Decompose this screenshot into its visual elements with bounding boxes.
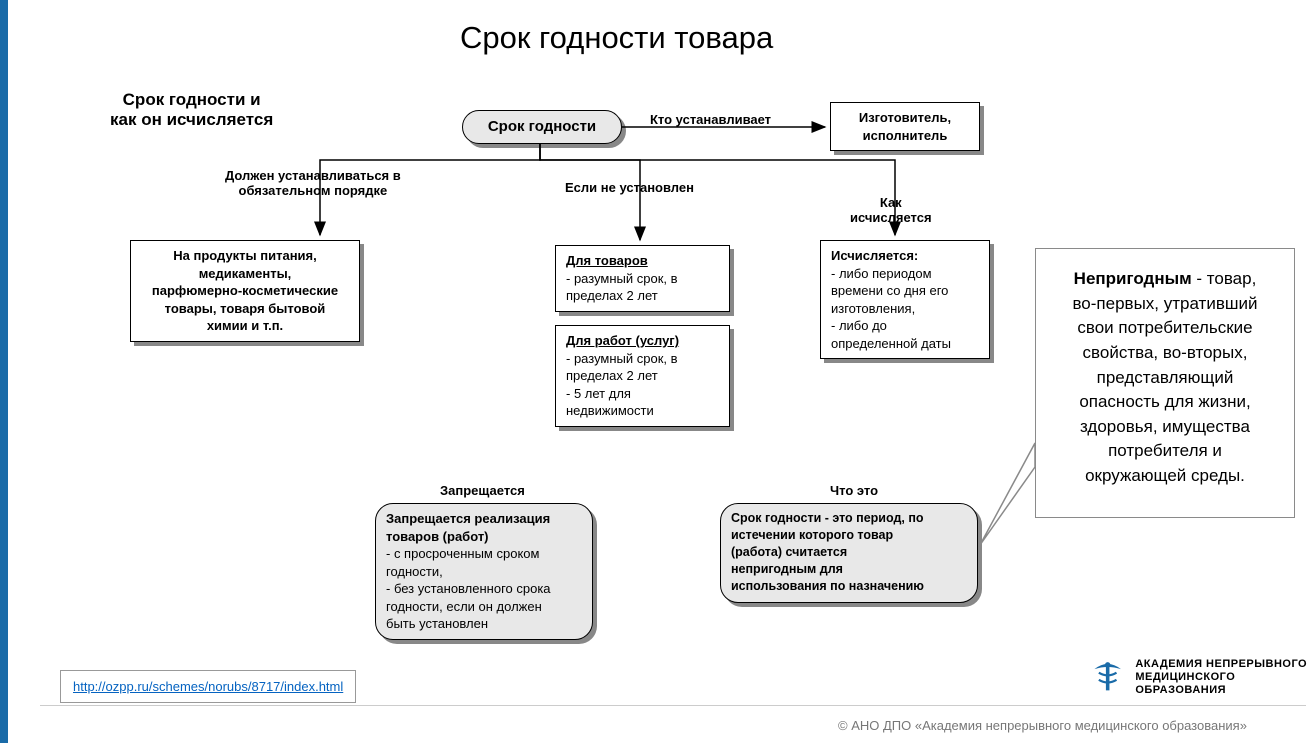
- logo-line2: МЕДИЦИНСКОГО ОБРАЗОВАНИЯ: [1135, 671, 1316, 697]
- page-title: Срок годности товара: [460, 20, 773, 56]
- subtitle: Срок годности икак он исчисляется: [110, 90, 273, 130]
- definition-callout: Непригодным - товар,во-первых, утративши…: [1035, 248, 1295, 518]
- footer-divider: [40, 705, 1306, 706]
- node-prohibited_box: Запрещается реализациятоваров (работ)- с…: [375, 503, 593, 640]
- accent-bar: [0, 0, 8, 743]
- source-link-box: http://ozpp.ru/schemes/norubs/8717/index…: [60, 670, 356, 703]
- node-products: На продукты питания,медикаменты,парфюмер…: [130, 240, 360, 342]
- caduceus-icon: [1090, 659, 1125, 697]
- label-must_set: Должен устанавливаться вобязательном пор…: [225, 168, 401, 198]
- label-if_not_set: Если не установлен: [565, 180, 694, 195]
- label-what_is: Что это: [830, 483, 878, 498]
- node-root: Срок годности: [462, 110, 622, 144]
- node-definition: Срок годности - это период, поистечении …: [720, 503, 978, 603]
- label-how_calc: Какисчисляется: [850, 195, 932, 225]
- academy-logo: АКАДЕМИЯ НЕПРЕРЫВНОГО МЕДИЦИНСКОГО ОБРАЗ…: [1090, 658, 1316, 698]
- node-for_goods: Для товаров- разумный срок, впределах 2 …: [555, 245, 730, 312]
- node-calculated: Исчисляется:- либо периодомвремени со дн…: [820, 240, 990, 359]
- logo-line1: АКАДЕМИЯ НЕПРЕРЫВНОГО: [1135, 658, 1316, 671]
- source-link[interactable]: http://ozpp.ru/schemes/norubs/8717/index…: [73, 679, 343, 694]
- label-who_sets: Кто устанавливает: [650, 112, 771, 127]
- copyright: © АНО ДПО «Академия непрерывного медицин…: [838, 718, 1247, 733]
- node-for_works: Для работ (услуг)- разумный срок, впреде…: [555, 325, 730, 427]
- label-prohibited: Запрещается: [440, 483, 525, 498]
- node-manufacturer: Изготовитель,исполнитель: [830, 102, 980, 151]
